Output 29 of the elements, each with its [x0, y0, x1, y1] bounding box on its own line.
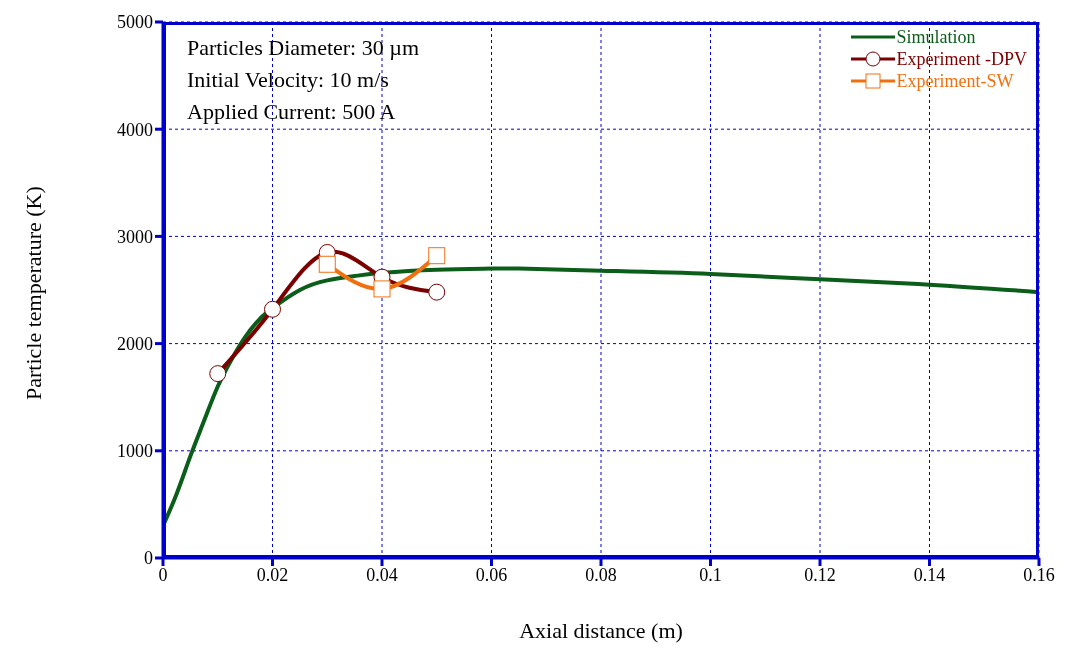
annotation: Applied Current: 500 A	[187, 98, 397, 126]
annotation: Particles Diameter: 30 µm	[187, 34, 419, 62]
x-axis-title: Axial distance (m)	[519, 618, 683, 643]
y-tick-label: 4000	[117, 119, 153, 140]
y-tick-label: 3000	[117, 226, 153, 247]
x-tick-label: 0.14	[913, 564, 946, 585]
x-tick-label: 0.1	[699, 564, 722, 585]
x-tick-label: 0.16	[1023, 564, 1055, 585]
y-tick-label: 5000	[117, 12, 153, 33]
y-axis-title: Particle temperature (K)	[20, 186, 46, 400]
point	[264, 300, 281, 318]
x-tick-label: 0.08	[585, 564, 617, 585]
point	[428, 247, 446, 265]
point	[428, 283, 446, 301]
legend-label: Simulation	[896, 26, 976, 48]
x-tick-label: 0.04	[366, 564, 398, 585]
point	[318, 255, 336, 273]
point	[209, 365, 227, 383]
x-tick-label: 0.12	[804, 564, 836, 585]
x-tick-label: 0.06	[475, 564, 508, 585]
legend-label: Experiment-SW	[896, 70, 1014, 92]
annotation: Initial Velocity: 10 m/s	[187, 66, 390, 94]
point	[373, 280, 391, 298]
x-tick-label: 0	[158, 564, 168, 585]
y-tick-label: 2000	[117, 333, 153, 354]
x-tick-label: 0.02	[256, 564, 289, 585]
y-tick-label: 1000	[117, 441, 153, 462]
y-tick-label: 0	[144, 548, 153, 569]
legend-label: Experiment -DPV	[896, 48, 1027, 70]
